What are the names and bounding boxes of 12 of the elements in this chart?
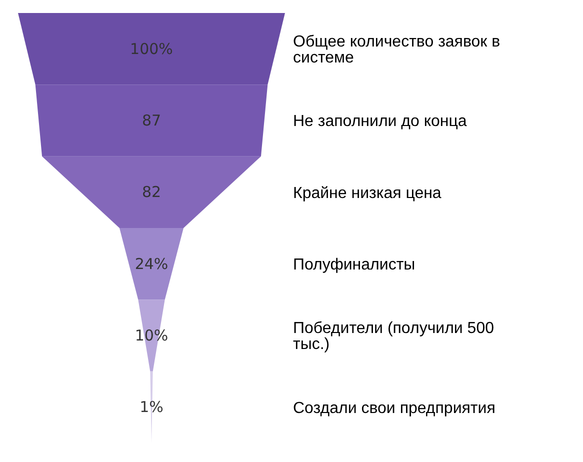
category-label: Создали свои предприятия (293, 400, 496, 417)
data-label: 24% (134, 254, 168, 273)
data-label: 10% (134, 326, 168, 344)
data-label: 100% (130, 40, 173, 58)
category-label: Не заполнили до конца (293, 113, 467, 130)
category-label: Победители (получили 500 тыс.) (293, 320, 494, 354)
data-label: 82 (142, 183, 162, 202)
category-label: Крайне низкая цена (293, 184, 442, 202)
category-label: Общее количество заявок в системе (293, 34, 500, 67)
category-label: Полуфиналисты (293, 256, 416, 274)
data-label: 1% (140, 398, 164, 416)
data-label: 87 (142, 112, 162, 130)
